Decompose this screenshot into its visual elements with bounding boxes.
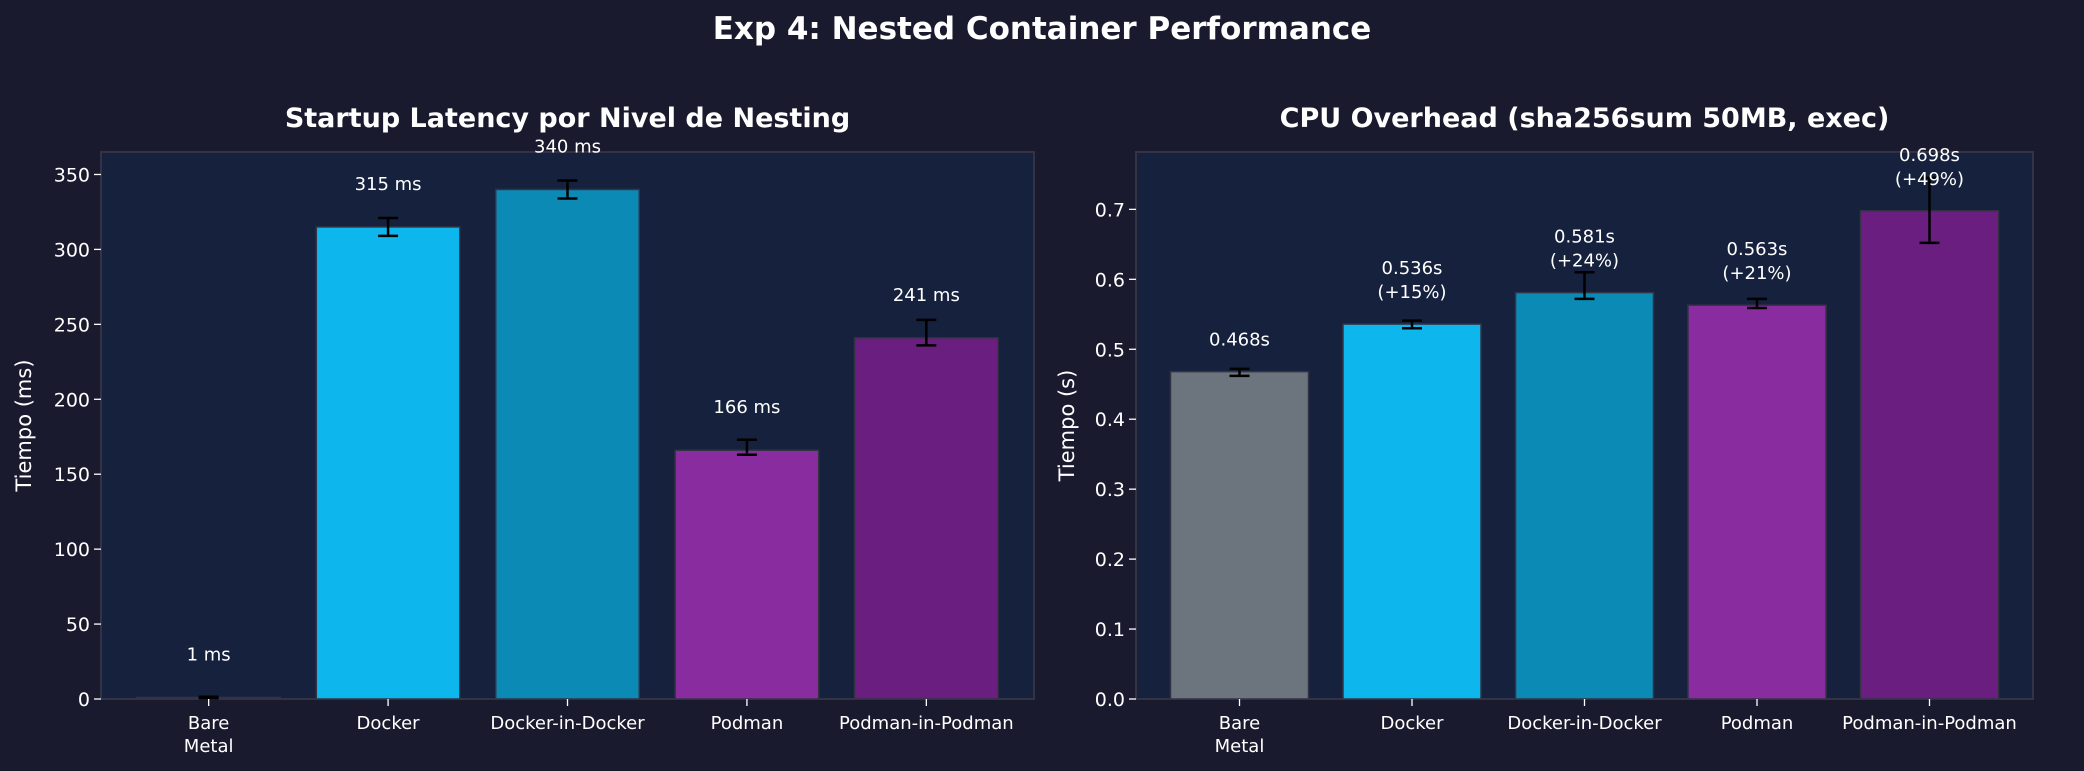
y-axis-label: Tiempo (s) [1055,370,1079,483]
bar [315,226,461,700]
data-label: 315 ms [355,174,422,195]
y-tick-label: 0.5 [1095,339,1125,361]
y-tick-label: 0.7 [1095,199,1125,221]
y-tick-label: 150 [54,464,90,486]
chart-title: Startup Latency por Nivel de Nesting [285,103,850,134]
y-tick-label: 300 [54,239,90,261]
y-tick-label: 0.3 [1095,479,1125,501]
y-tick-label: 100 [54,539,90,561]
bar [1169,370,1310,700]
x-tick-label: Docker-in-Docker [1507,713,1662,734]
data-label: 0.698s (+49%) [1895,145,1964,190]
chart-2: CPU Overhead (sha256sum 50MB, exec) Tiemp… [1055,103,2034,757]
y-tick-label: 50 [66,614,90,636]
x-tick-label: Bare Metal [184,713,234,757]
figure-title: Exp 4: Nested Container Performance [713,11,1372,47]
bar [674,449,820,700]
data-label: 1 ms [187,645,231,666]
x-tick-label: Bare Metal [1215,713,1265,757]
x-tick-label: Docker-in-Docker [490,713,645,734]
x-tick-label: Docker [357,713,421,734]
data-label: 166 ms [713,397,780,418]
bar [1342,323,1482,700]
y-tick-label: 0.2 [1095,549,1125,571]
y-tick-label: 0.1 [1095,619,1125,641]
chart-1: Startup Latency por Nivel de Nesting Tiem… [12,103,1035,757]
x-tick-label: Podman [711,713,784,734]
x-tick-label: Podman-in-Podman [839,713,1014,734]
y-tick-label: 200 [54,389,90,411]
x-tick-label: Podman-in-Podman [1842,713,2017,734]
data-label: 340 ms [534,136,601,157]
y-tick-label: 0 [78,689,90,711]
data-label: 0.468s [1209,330,1270,351]
data-label: 0.536s (+15%) [1377,258,1446,303]
bar [853,337,999,700]
data-label: 241 ms [893,285,960,306]
y-tick-label: 250 [54,314,90,336]
bar [1687,304,1827,700]
chart-title: CPU Overhead (sha256sum 50MB, exec) [1280,103,1890,134]
x-tick-label: Podman [1721,713,1794,734]
data-label: 0.581s (+24%) [1550,227,1619,272]
y-tick-label: 0.6 [1095,269,1125,291]
bar [494,188,641,700]
y-axis-label: Tiempo (ms) [12,359,36,492]
bar [1859,210,2000,700]
y-tick-label: 0.4 [1095,409,1125,431]
y-tick-label: 350 [54,164,90,186]
x-tick-label: Docker [1380,713,1444,734]
y-tick-label: 0.0 [1095,689,1125,711]
bar [1514,291,1655,700]
data-label: 0.563s (+21%) [1722,239,1791,284]
